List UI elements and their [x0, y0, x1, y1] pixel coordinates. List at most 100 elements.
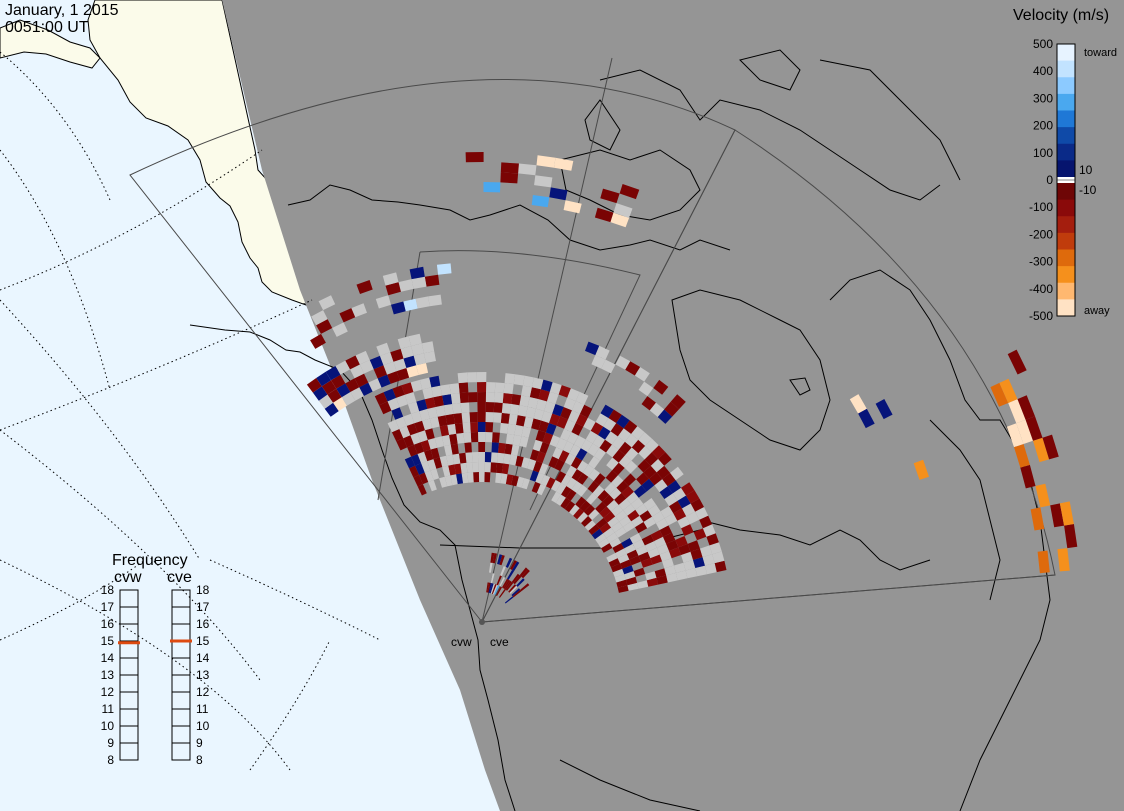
echo-cell — [681, 482, 695, 496]
echo-cell — [382, 272, 399, 286]
frequency-tick-label: 10 — [101, 719, 115, 733]
echo-cell — [554, 459, 565, 472]
echo-cell — [611, 436, 625, 450]
echo-cell — [519, 436, 529, 448]
echo-cell — [490, 452, 498, 463]
echo-cell — [508, 584, 517, 593]
echo-cell — [611, 521, 623, 533]
echo-cell — [1059, 501, 1074, 526]
echo-cell — [609, 537, 622, 548]
echo-cell — [454, 423, 464, 434]
echo-cell — [510, 560, 517, 570]
echo-cell — [427, 459, 437, 471]
echo-cell — [624, 460, 638, 474]
echo-cell — [603, 511, 616, 523]
echo-cell — [531, 195, 550, 208]
echo-cell — [573, 508, 584, 520]
echo-cell — [500, 473, 508, 484]
echo-cell — [594, 207, 614, 223]
echo-cell — [615, 548, 627, 559]
echo-cell — [670, 394, 686, 410]
echo-cell — [503, 579, 511, 589]
echo-cell — [695, 565, 707, 577]
echo-cell — [483, 182, 501, 193]
echo-cell — [529, 470, 539, 482]
echo-cell — [536, 483, 546, 496]
echo-cell — [574, 435, 586, 449]
echo-cell — [535, 472, 545, 484]
date-label: January, 1 2015 — [5, 2, 119, 19]
echo-cell — [456, 432, 465, 444]
echo-cell — [607, 516, 620, 528]
echo-cell — [416, 363, 429, 375]
frequency-tick-label: 14 — [196, 651, 210, 665]
echo-cell — [554, 157, 574, 171]
echo-cell — [427, 407, 438, 419]
echo-cell — [656, 465, 671, 480]
echo-cell — [635, 545, 648, 556]
echo-cell — [699, 515, 713, 529]
velocity-tick-label: -500 — [1029, 309, 1053, 323]
echo-cell — [646, 577, 659, 587]
echo-cell — [459, 392, 469, 403]
echo-cell — [505, 474, 514, 486]
echo-cell — [536, 155, 556, 168]
echo-cell — [567, 432, 579, 445]
echo-cell — [499, 422, 509, 434]
velocity-color-swatch — [1057, 110, 1075, 128]
velocity-colorbar: Velocity (m/s) 500 400 300 200 100 0 -100 -200 -… — [1013, 7, 1117, 323]
velocity-color-swatch — [1057, 60, 1075, 78]
echo-cell — [501, 403, 512, 414]
velocity-tick-label: -300 — [1029, 255, 1053, 269]
echo-cell — [494, 382, 505, 393]
echo-cell — [517, 405, 528, 417]
echo-cell — [610, 423, 624, 437]
echo-cell — [702, 554, 715, 566]
echo-cell — [318, 295, 336, 311]
echo-cell — [420, 439, 431, 452]
echo-cell — [439, 455, 449, 467]
echo-cell — [516, 578, 525, 587]
echo-cell — [490, 583, 495, 594]
echo-cell — [555, 494, 566, 506]
echo-cell — [612, 543, 625, 553]
velocity-color-swatch — [1057, 266, 1075, 284]
echo-cell — [579, 404, 593, 418]
velocity-tick-label: -100 — [1029, 200, 1053, 214]
echo-cell — [496, 462, 504, 474]
velocity-color-swatch — [1057, 143, 1075, 161]
echo-cell — [650, 458, 665, 473]
echo-cell — [511, 588, 521, 597]
echo-cell — [1057, 548, 1070, 572]
echo-cell — [656, 543, 669, 555]
echo-cell — [417, 451, 428, 464]
echo-cell — [351, 303, 367, 318]
echo-cell — [626, 549, 639, 560]
echo-cell — [396, 438, 408, 451]
echo-cell — [467, 472, 474, 483]
echo-cell — [564, 501, 576, 513]
echo-cell — [439, 476, 448, 488]
echo-cell — [644, 541, 657, 552]
echo-cell — [523, 416, 534, 429]
echo-cell — [512, 561, 520, 572]
echo-cell — [606, 444, 619, 458]
echo-cell — [478, 432, 486, 442]
echo-cell — [678, 543, 691, 555]
frequency-tick-label: 17 — [101, 600, 115, 614]
echo-cell — [502, 393, 513, 404]
echo-cell — [585, 430, 598, 444]
echo-cell — [429, 375, 441, 388]
echo-cell — [411, 343, 424, 356]
echo-cell — [321, 380, 337, 395]
echo-cell — [641, 534, 654, 546]
echo-cell — [566, 477, 578, 490]
echo-cell — [498, 589, 506, 598]
echo-cell — [564, 453, 576, 466]
echo-cell — [617, 585, 629, 593]
echo-cell — [377, 374, 391, 388]
velocity-tick-label: 300 — [1033, 91, 1053, 105]
echo-cell — [641, 478, 655, 492]
echo-cell — [666, 539, 679, 551]
echo-cell — [561, 486, 572, 498]
